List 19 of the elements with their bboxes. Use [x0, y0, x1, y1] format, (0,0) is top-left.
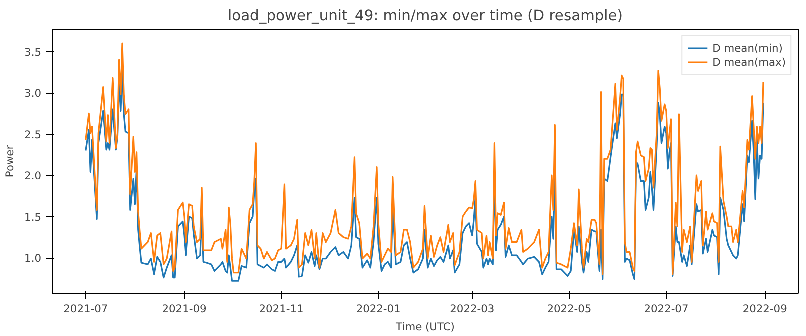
x-axis-title: Time (UTC) [395, 320, 455, 334]
y-tick-label: 2.0 [24, 170, 42, 183]
y-tick-label: 3.5 [24, 46, 42, 59]
chart-title: load_power_unit_49: min/max over time (D resample) [228, 8, 623, 24]
y-tick-label: 2.5 [24, 128, 42, 142]
x-tick-label: 2021-07 [64, 302, 108, 316]
x-tick-label: 2022-07 [644, 302, 689, 316]
y-tick-label: 3.0 [24, 87, 42, 100]
y-tick-label: 1.5 [24, 210, 42, 224]
x-tick-label: 2021-11 [259, 302, 304, 316]
x-tick-label: 2022-03 [450, 302, 495, 316]
y-axis-title: Power [4, 144, 17, 178]
x-tick-label: 2022-01 [356, 302, 401, 316]
x-tick-label: 2022-09 [742, 302, 788, 316]
y-tick-label: 1.0 [24, 252, 42, 266]
legend-label: D mean(max) [712, 55, 786, 69]
x-tick-label: 2021-09 [162, 302, 208, 316]
legend-label: D mean(min) [712, 41, 783, 55]
x-tick-label: 2022-05 [547, 302, 592, 316]
